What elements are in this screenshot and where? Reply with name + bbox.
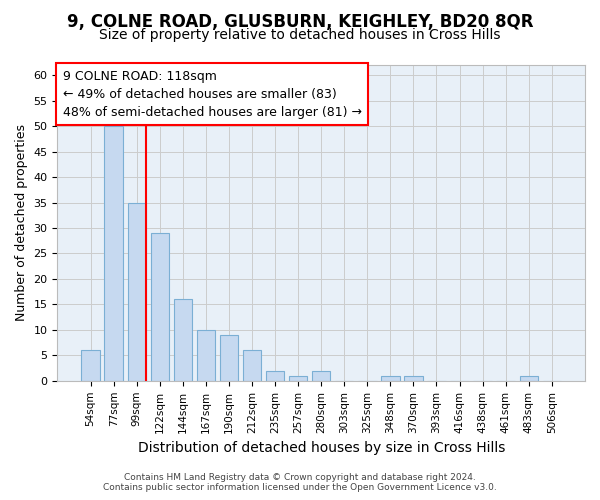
- Bar: [312, 370, 331, 381]
- Text: Size of property relative to detached houses in Cross Hills: Size of property relative to detached ho…: [99, 28, 501, 42]
- Bar: [104, 126, 123, 381]
- Bar: [197, 330, 215, 381]
- Bar: [520, 376, 538, 381]
- Bar: [173, 300, 192, 381]
- X-axis label: Distribution of detached houses by size in Cross Hills: Distribution of detached houses by size …: [137, 441, 505, 455]
- Text: Contains HM Land Registry data © Crown copyright and database right 2024.
Contai: Contains HM Land Registry data © Crown c…: [103, 473, 497, 492]
- Text: 9 COLNE ROAD: 118sqm
← 49% of detached houses are smaller (83)
48% of semi-detac: 9 COLNE ROAD: 118sqm ← 49% of detached h…: [62, 70, 362, 118]
- Bar: [151, 233, 169, 381]
- Y-axis label: Number of detached properties: Number of detached properties: [15, 124, 28, 322]
- Text: 9, COLNE ROAD, GLUSBURN, KEIGHLEY, BD20 8QR: 9, COLNE ROAD, GLUSBURN, KEIGHLEY, BD20 …: [67, 12, 533, 30]
- Bar: [381, 376, 400, 381]
- Bar: [266, 370, 284, 381]
- Bar: [243, 350, 261, 381]
- Bar: [289, 376, 307, 381]
- Bar: [220, 335, 238, 381]
- Bar: [82, 350, 100, 381]
- Bar: [128, 202, 146, 381]
- Bar: [404, 376, 422, 381]
